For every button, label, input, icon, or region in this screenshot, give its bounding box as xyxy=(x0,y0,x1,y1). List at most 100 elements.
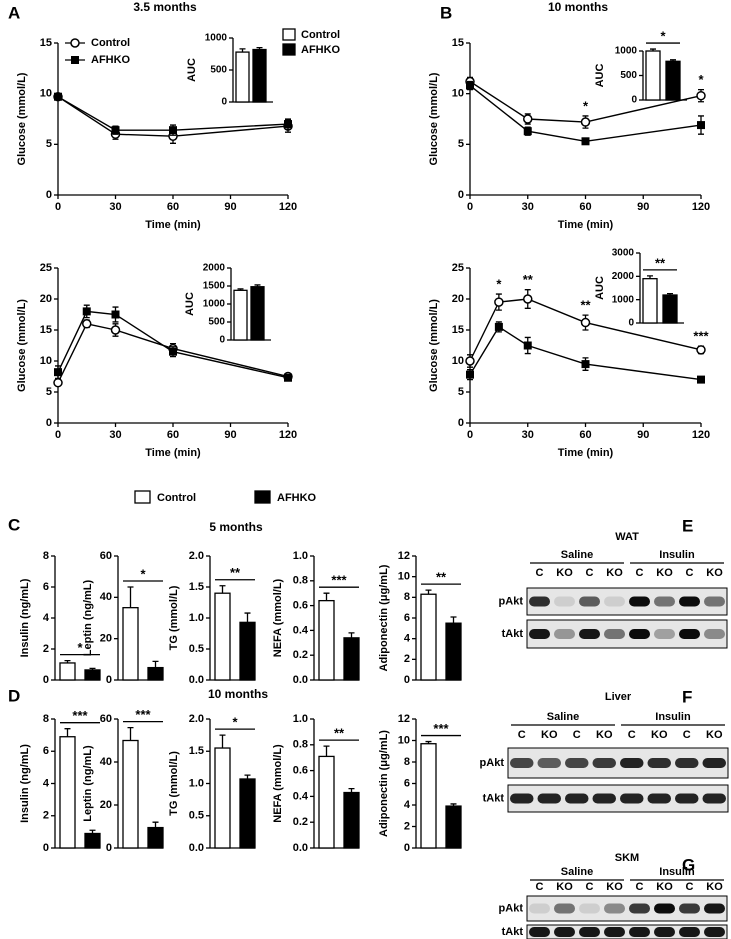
error-bar xyxy=(323,745,330,757)
data-point xyxy=(465,356,475,366)
lane-label: KO xyxy=(656,881,673,893)
x-tick-label: 60 xyxy=(167,201,179,213)
significance: *** xyxy=(72,708,88,723)
data-point xyxy=(696,345,706,355)
significance: *** xyxy=(135,707,151,722)
bar xyxy=(122,607,139,681)
bar xyxy=(214,747,231,849)
x-tick-label: 0 xyxy=(55,429,61,441)
y-tick-label: 4 xyxy=(404,633,411,645)
blot-band xyxy=(604,927,625,937)
error-bar xyxy=(256,46,263,50)
bar xyxy=(318,755,335,849)
blot-band xyxy=(654,596,675,607)
lane-label: C xyxy=(586,881,594,893)
y-tick-label: 0 xyxy=(43,842,49,854)
blot-band xyxy=(647,793,671,804)
y-tick-label: 500 xyxy=(208,317,225,328)
y-tick-label: 0.6 xyxy=(293,600,308,612)
legend-swatch xyxy=(282,28,296,41)
lane-label: KO xyxy=(541,729,558,741)
y-tick-label: 0 xyxy=(628,318,634,329)
significance: ** xyxy=(436,570,447,585)
bar xyxy=(662,294,678,324)
lane-label: C xyxy=(536,567,544,579)
y-tick-label: 0.8 xyxy=(293,575,308,587)
error-bar xyxy=(244,612,251,623)
blot-group: Saline xyxy=(561,866,593,878)
significance: *** xyxy=(433,721,449,736)
blot-band xyxy=(679,927,700,937)
bar xyxy=(445,622,462,681)
y-tick-label: 0 xyxy=(46,189,52,201)
bar xyxy=(122,739,139,849)
legend-label: AFHKO xyxy=(277,492,317,504)
blot-row-label: pAkt xyxy=(480,757,505,769)
x-tick-label: 60 xyxy=(579,429,591,441)
y-tick-label: 2.0 xyxy=(189,713,204,725)
bar xyxy=(343,637,360,681)
data-point xyxy=(169,347,177,356)
significance: * xyxy=(77,640,83,655)
blot-band xyxy=(629,629,650,639)
bar xyxy=(59,736,76,849)
lane-label: KO xyxy=(556,881,573,893)
blot-band xyxy=(529,629,550,639)
error-bar xyxy=(425,589,432,595)
x-tick-label: 120 xyxy=(692,201,710,213)
y-tick-label: 0 xyxy=(458,189,464,201)
lane-label: KO xyxy=(651,729,668,741)
y-tick-label: 20 xyxy=(100,799,112,811)
panel-label: E xyxy=(682,516,693,535)
blot-band xyxy=(604,629,625,639)
data-point xyxy=(697,375,705,384)
blot-band xyxy=(529,903,550,914)
y-tick-label: 2 xyxy=(404,820,410,832)
lane-label: C xyxy=(636,567,644,579)
y-axis-label: Leptin (ng/mL) xyxy=(82,579,94,656)
y-tick-label: 60 xyxy=(100,713,112,725)
y-tick-label: 1.0 xyxy=(189,612,204,624)
blot-band xyxy=(654,903,675,914)
series-line xyxy=(57,96,289,131)
y-tick-label: 1.0 xyxy=(293,550,308,562)
data-point xyxy=(494,297,504,307)
data-point xyxy=(284,373,292,382)
blot-band xyxy=(565,758,589,768)
data-point xyxy=(697,121,705,130)
blot-title: WAT xyxy=(615,531,639,543)
lane-label: C xyxy=(628,729,636,741)
data-point xyxy=(581,137,590,146)
x-axis-label: Time (min) xyxy=(558,447,614,459)
y-axis-label: TG (mmol/L) xyxy=(168,585,180,650)
y-tick-label: 1000 xyxy=(205,33,228,44)
y-tick-label: 0.0 xyxy=(189,842,204,854)
y-tick-label: 0.5 xyxy=(189,810,204,822)
significance: * xyxy=(698,72,704,87)
data-point xyxy=(696,90,706,101)
blot-row-label: tAkt xyxy=(502,628,524,640)
data-point xyxy=(523,341,532,350)
y-tick-label: 0 xyxy=(46,417,52,429)
legend-swatch xyxy=(282,43,296,56)
bar xyxy=(147,666,164,681)
y-tick-label: 0 xyxy=(43,674,49,686)
x-tick-label: 90 xyxy=(637,429,649,441)
panel-title: 10 months xyxy=(208,687,268,701)
bar xyxy=(84,832,101,849)
blot-band xyxy=(579,927,600,937)
bar xyxy=(239,778,256,849)
blot-band xyxy=(629,903,650,914)
y-tick-label: 6 xyxy=(404,777,410,789)
blot-band xyxy=(629,596,650,607)
y-axis-label: Adiponectin (μg/mL) xyxy=(378,564,390,671)
y-axis-label: AUC xyxy=(184,292,196,316)
y-tick-label: 6 xyxy=(43,745,49,757)
lane-label: C xyxy=(573,729,581,741)
panel-label: F xyxy=(682,687,692,706)
blot-band xyxy=(704,629,725,639)
y-tick-label: 0.6 xyxy=(293,765,308,777)
legend-label: Control xyxy=(157,492,196,504)
y-tick-label: 12 xyxy=(398,713,410,725)
y-tick-label: 10 xyxy=(452,88,464,100)
